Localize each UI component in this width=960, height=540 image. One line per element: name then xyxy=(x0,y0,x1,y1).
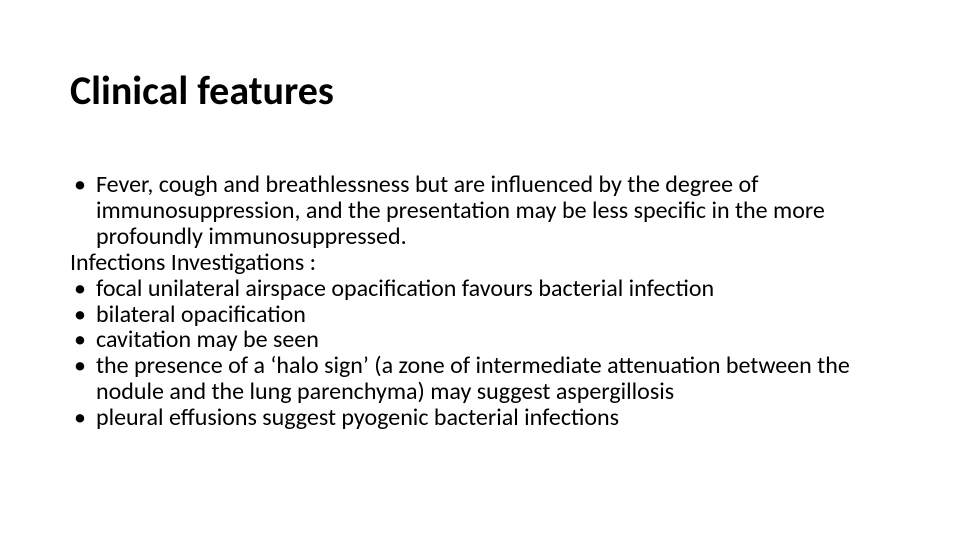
bullet-item: • Fever, cough and breathlessness but ar… xyxy=(70,172,890,250)
bullet-item: • pleural effusions suggest pyogenic bac… xyxy=(70,405,890,431)
bullet-text: focal unilateral airspace opacification … xyxy=(96,276,890,302)
bullet-item: • the presence of a ‘halo sign’ (a zone … xyxy=(70,353,890,405)
bullet-item: • focal unilateral airspace opacificatio… xyxy=(70,276,890,302)
slide-title: Clinical features xyxy=(70,70,890,112)
bullet-item: • cavitation may be seen xyxy=(70,327,890,353)
plain-line: Infections Investigations : xyxy=(70,250,890,276)
bullet-text: bilateral opacification xyxy=(96,302,890,328)
bullet-dot-icon: • xyxy=(70,405,96,431)
slide-body: • Fever, cough and breathlessness but ar… xyxy=(70,172,890,431)
bullet-text: cavitation may be seen xyxy=(96,327,890,353)
bullet-text: pleural effusions suggest pyogenic bacte… xyxy=(96,405,890,431)
bullet-dot-icon: • xyxy=(70,302,96,328)
bullet-dot-icon: • xyxy=(70,353,96,379)
bullet-dot-icon: • xyxy=(70,327,96,353)
bullet-item: • bilateral opacification xyxy=(70,302,890,328)
bullet-text: Fever, cough and breathlessness but are … xyxy=(96,172,890,250)
bullet-dot-icon: • xyxy=(70,172,96,198)
bullet-text: the presence of a ‘halo sign’ (a zone of… xyxy=(96,353,890,405)
slide: Clinical features • Fever, cough and bre… xyxy=(0,0,960,540)
bullet-dot-icon: • xyxy=(70,276,96,302)
